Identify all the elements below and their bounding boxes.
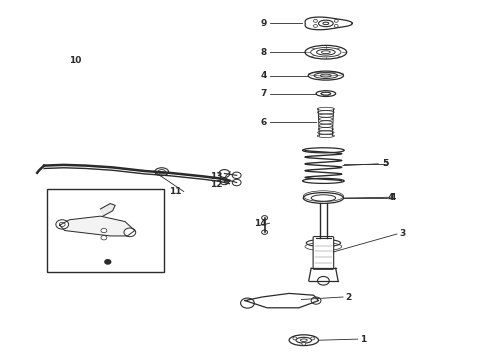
Text: 3: 3 [399, 230, 406, 239]
Text: 5: 5 [382, 159, 389, 168]
Circle shape [101, 228, 107, 233]
Text: 11: 11 [169, 187, 181, 196]
Text: 13: 13 [210, 172, 223, 181]
Circle shape [219, 170, 230, 177]
Polygon shape [100, 203, 115, 216]
Circle shape [262, 216, 268, 220]
Text: 7: 7 [261, 89, 267, 98]
Circle shape [124, 228, 136, 237]
Text: 2: 2 [345, 292, 352, 302]
Circle shape [220, 178, 229, 185]
Circle shape [302, 342, 306, 345]
Circle shape [311, 297, 321, 304]
Circle shape [59, 222, 65, 226]
Text: 4: 4 [390, 194, 396, 202]
Circle shape [262, 230, 268, 234]
Circle shape [232, 172, 241, 179]
Circle shape [334, 24, 338, 27]
Circle shape [314, 19, 318, 22]
Text: 9: 9 [261, 19, 267, 28]
Polygon shape [60, 216, 135, 236]
Ellipse shape [323, 22, 329, 24]
Text: 14: 14 [254, 219, 267, 228]
Circle shape [105, 260, 111, 264]
Text: 8: 8 [261, 48, 267, 57]
Ellipse shape [300, 339, 307, 341]
Circle shape [101, 235, 107, 240]
Text: 12: 12 [210, 180, 223, 189]
Text: 1: 1 [360, 335, 367, 343]
Text: 4: 4 [387, 193, 393, 202]
Circle shape [334, 19, 338, 22]
Text: 6: 6 [261, 118, 267, 127]
Circle shape [293, 337, 297, 340]
Circle shape [311, 337, 315, 340]
Circle shape [314, 24, 318, 27]
FancyBboxPatch shape [313, 237, 334, 269]
Text: 5: 5 [382, 159, 389, 168]
Text: 4: 4 [261, 71, 267, 80]
Circle shape [241, 298, 254, 308]
Circle shape [56, 220, 69, 229]
FancyBboxPatch shape [47, 189, 164, 272]
Circle shape [232, 179, 241, 186]
Text: 10: 10 [69, 56, 81, 65]
Circle shape [318, 276, 329, 285]
